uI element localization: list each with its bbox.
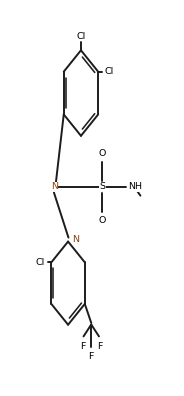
Text: F: F	[80, 342, 86, 351]
Text: Cl: Cl	[105, 67, 114, 76]
Text: S: S	[99, 183, 105, 191]
Text: Cl: Cl	[36, 258, 45, 267]
Text: Cl: Cl	[76, 32, 86, 40]
Text: F: F	[97, 342, 102, 351]
Text: F: F	[89, 352, 94, 361]
Text: O: O	[98, 148, 106, 158]
Text: O: O	[98, 216, 106, 225]
Text: NH: NH	[128, 183, 142, 191]
Text: N: N	[72, 236, 79, 244]
Text: N: N	[51, 183, 58, 191]
